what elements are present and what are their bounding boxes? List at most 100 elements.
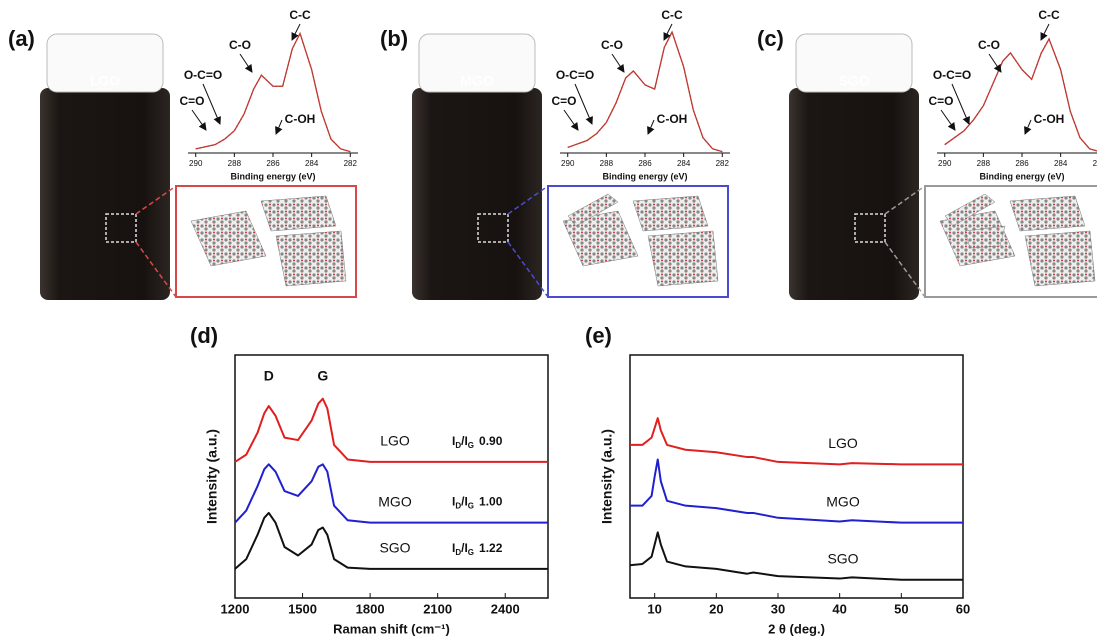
ratio-symbol: /I [461,434,468,448]
x-tick-label: 288 [600,159,614,168]
peak-annotation: C-OH [1034,112,1065,126]
annotation-arrow [941,110,955,130]
vial-body [412,88,542,300]
x-tick-label: 290 [561,159,575,168]
annotation-arrow [564,110,578,130]
x-tick-label: 50 [894,601,908,616]
x-tick-label: 288 [977,159,991,168]
x-axis-label: 2 θ (deg.) [768,621,825,636]
series-label: MGO [826,493,860,509]
graphene-sheet [633,196,708,231]
ratio-value: 0.90 [479,434,503,448]
x-tick-label: 290 [189,159,203,168]
peak-annotation: C-C [289,8,311,22]
xps-fit [568,32,723,152]
ratio-symbol: /I [461,495,468,509]
xps-fit [945,39,1097,152]
peak-annotation: O-C=O [556,68,594,82]
spectrum-line [235,399,548,462]
ratio-symbol: G [468,441,474,450]
intensity-ratio: ID/IG0.90 [452,434,503,450]
sample-label: LGO [90,73,120,89]
x-tick-label: 2400 [491,601,520,616]
graphene-sheet [1010,196,1085,231]
x-tick-label: 284 [305,159,319,168]
x-tick-label: 20 [709,601,723,616]
x-tick-label: 30 [771,601,785,616]
peak-label: G [317,368,328,384]
series-label: LGO [380,433,410,449]
peak-annotation: C-O [601,38,623,52]
panel-label: (c) [757,26,784,51]
figure: (a) LGO (b) MGO (c) SGO 290 288 286 284 282 Binding… [0,0,1097,640]
x-tick-label: 288 [228,159,242,168]
plot-frame [235,355,548,598]
annotation-arrow [648,120,654,134]
xps-fit [196,33,351,151]
x-tick-label: 60 [956,601,970,616]
peak-annotation: C-O [978,38,1000,52]
peak-annotation: C-O [229,38,251,52]
x-tick-label: 282 [1093,159,1097,168]
x-tick-label: 284 [677,159,691,168]
x-tick-label: 282 [716,159,730,168]
x-tick-label: 1500 [288,601,317,616]
xps-envelope [196,33,351,151]
xps-envelope [945,39,1097,152]
x-tick-label: 1200 [221,601,250,616]
x-tick-label: 40 [832,601,846,616]
x-tick-label: 1800 [356,601,385,616]
graphene-sheet [648,231,718,286]
annotation-arrow [664,24,672,40]
x-tick-label: 286 [1015,159,1029,168]
graphene-sheet [261,196,336,231]
x-tick-label: 2100 [423,601,452,616]
annotation-arrow [989,54,1001,72]
xps-envelope [568,32,723,152]
x-tick-label: 282 [344,159,358,168]
panel-label: (d) [190,323,218,348]
series-label: SGO [379,540,410,556]
annotation-arrow [203,84,220,124]
graphene-sheet [276,231,346,286]
peak-annotation: C-C [1038,8,1060,22]
peak-annotation: C-C [661,8,683,22]
annotation-arrow [952,84,969,124]
peak-label: D [264,368,274,384]
series-label: LGO [828,435,858,451]
y-axis-label: Intensity (a.u.) [204,429,220,524]
x-tick-label: 286 [266,159,280,168]
x-tick-label: 286 [638,159,652,168]
peak-annotation: O-C=O [933,68,971,82]
annotation-arrow [1025,120,1031,134]
peak-annotation: C-OH [657,112,688,126]
annotation-arrow [276,120,282,134]
ratio-symbol: G [468,548,474,557]
annotation-arrow [192,110,206,130]
ratio-symbol: /I [461,541,468,555]
sample-label: MGO [460,73,494,89]
ratio-symbol: G [468,502,474,511]
y-axis-label: Intensity (a.u.) [599,429,615,524]
spectrum-line [630,459,963,522]
spectrum-line [630,532,963,579]
annotation-arrow [575,84,592,124]
series-label: MGO [378,493,412,509]
peak-annotation: O-C=O [184,68,222,82]
peak-annotation: C=O [179,94,204,108]
annotation-arrow [1041,24,1049,40]
graphene-sheet [1025,231,1095,286]
panel-label: (b) [380,26,408,51]
ratio-value: 1.00 [479,495,503,509]
annotation-arrow [240,54,252,72]
x-tick-label: 290 [938,159,952,168]
panel-label: (e) [585,323,612,348]
annotation-arrow [292,24,300,40]
series-label: SGO [827,550,858,566]
panel-label: (a) [8,26,35,51]
x-axis-label: Binding energy (eV) [979,171,1064,181]
sample-label: SGO [838,73,869,89]
x-axis-label: Binding energy (eV) [230,171,315,181]
